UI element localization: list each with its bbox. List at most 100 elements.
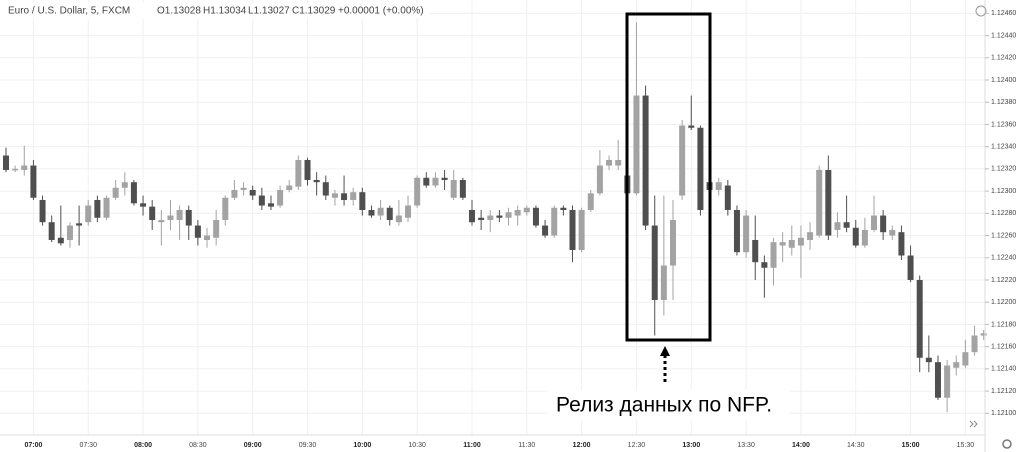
candle-body xyxy=(30,165,37,198)
annotation-bg xyxy=(548,390,790,420)
candle-body xyxy=(213,219,220,238)
x-tick-label: 11:00 xyxy=(463,442,481,449)
candle-body xyxy=(94,199,101,218)
candle-body xyxy=(834,222,841,230)
x-tick-label: 13:30 xyxy=(737,442,755,449)
x-tick-label: 12:00 xyxy=(573,442,591,449)
y-tick-label: 1.12100 xyxy=(991,410,1016,417)
candle-body xyxy=(295,159,302,187)
candle-body xyxy=(523,207,530,213)
candle-body xyxy=(916,279,923,358)
chart-title: Euro / U.S. Dollar, 5, FXCM xyxy=(8,6,130,17)
candle-body xyxy=(633,95,640,194)
y-tick-label: 1.12200 xyxy=(991,299,1016,306)
candle-body xyxy=(505,212,512,218)
candle-body xyxy=(158,219,165,223)
candle-body xyxy=(807,232,814,240)
y-tick-label: 1.12140 xyxy=(991,366,1016,373)
candle-body xyxy=(377,207,384,216)
candle-body xyxy=(542,225,549,236)
y-tick-label: 1.12180 xyxy=(991,321,1016,328)
candle-body xyxy=(679,125,686,196)
candle-body xyxy=(39,199,46,223)
header-bg xyxy=(0,3,430,19)
candle-body xyxy=(944,365,951,398)
candle-body xyxy=(468,209,475,223)
y-tick-label: 1.12300 xyxy=(991,188,1016,195)
x-tick-label: 08:30 xyxy=(189,442,207,449)
candle-body xyxy=(660,265,667,300)
x-tick-label: 12:30 xyxy=(628,442,646,449)
candle-body xyxy=(121,182,128,188)
header-close: C1.13029 xyxy=(292,6,336,17)
y-tick-label: 1.12220 xyxy=(991,277,1016,284)
candle-body xyxy=(277,189,284,206)
x-tick-label: 15:00 xyxy=(902,442,920,449)
x-tick-label: 07:00 xyxy=(24,442,42,449)
candle-body xyxy=(852,227,859,246)
candle-body xyxy=(569,209,576,250)
arrow-head xyxy=(660,346,670,356)
candle-body xyxy=(414,177,421,206)
candle-body xyxy=(825,169,832,236)
candle-body xyxy=(898,232,905,256)
candle-body xyxy=(779,242,786,246)
candle-body xyxy=(953,362,960,368)
y-tick-label: 1.12280 xyxy=(991,210,1016,217)
candle-body xyxy=(331,193,338,198)
candle-body xyxy=(615,159,622,166)
x-tick-label: 11:30 xyxy=(518,442,535,449)
candles xyxy=(3,22,987,413)
candle-body xyxy=(478,217,485,220)
x-tick-label: 10:30 xyxy=(408,442,426,449)
candle-body xyxy=(560,207,567,210)
settings-icon[interactable] xyxy=(1002,439,1012,449)
candle-body xyxy=(322,182,329,196)
candle-body xyxy=(596,165,603,194)
candle-body xyxy=(816,169,823,236)
candle-body xyxy=(651,225,658,300)
candle-body xyxy=(359,192,366,210)
candle-body xyxy=(130,182,137,204)
candle-body xyxy=(459,179,466,198)
info-icon[interactable] xyxy=(975,5,987,17)
candle-body xyxy=(149,206,156,220)
candle-body xyxy=(286,185,293,190)
candle-body xyxy=(587,193,594,210)
y-tick-label: 1.12400 xyxy=(991,77,1016,84)
candle-body xyxy=(514,209,521,216)
candle-body xyxy=(843,222,850,228)
candle-body xyxy=(861,229,868,246)
candle-body xyxy=(386,207,393,220)
candle-body xyxy=(532,207,539,226)
scroll-button[interactable] xyxy=(969,420,978,428)
candle-body xyxy=(368,209,375,216)
candle-body xyxy=(204,235,211,240)
candle-body xyxy=(880,215,887,233)
y-tick-label: 1.12240 xyxy=(991,255,1016,262)
candle-body xyxy=(405,205,412,218)
candle-body xyxy=(222,197,229,220)
candle-body xyxy=(551,207,558,236)
header-change: +0.00001 (+0.00%) xyxy=(338,6,424,17)
candle-body xyxy=(395,215,402,223)
candle-body xyxy=(925,357,932,363)
candle-body xyxy=(889,229,896,236)
x-tick-label: 08:00 xyxy=(134,442,152,449)
candle-body xyxy=(871,215,878,230)
candle-body xyxy=(76,223,83,226)
candle-body xyxy=(176,209,183,220)
candle-body xyxy=(907,255,914,280)
candle-body xyxy=(642,95,649,226)
candle-body xyxy=(350,192,357,200)
candle-body xyxy=(980,333,987,336)
candle-body xyxy=(606,159,613,166)
candle-body xyxy=(304,159,311,180)
x-tick-label: 14:30 xyxy=(847,442,865,449)
candle-body xyxy=(313,179,320,183)
candle-body xyxy=(724,185,731,210)
candle-body xyxy=(112,187,119,198)
y-tick-label: 1.12160 xyxy=(991,343,1016,350)
